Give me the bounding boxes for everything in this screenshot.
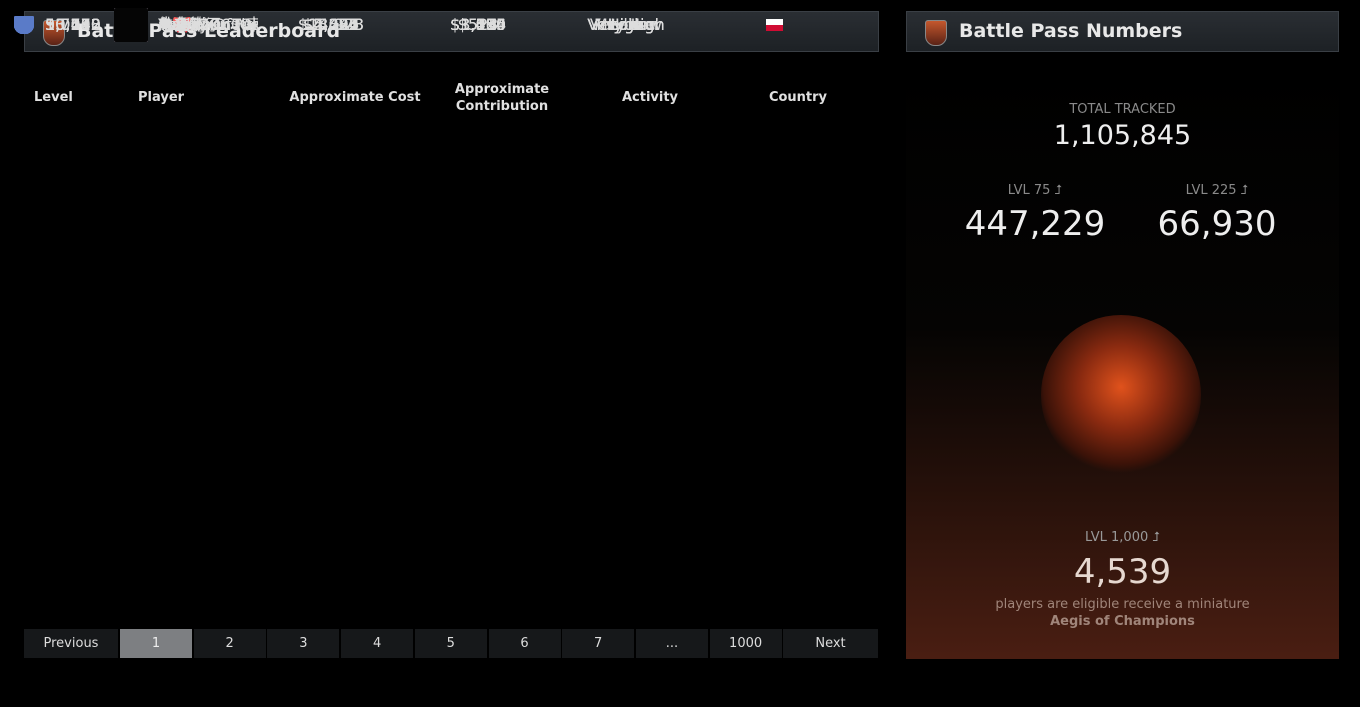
page-button[interactable]: 1	[120, 629, 192, 658]
label: LVL 1,000 ⮥	[1084, 530, 1161, 545]
column-header: Level	[34, 90, 73, 105]
level: 5,027	[45, 15, 91, 34]
page-button[interactable]: 4	[341, 629, 414, 658]
column-header: Approximate Cost	[289, 90, 421, 105]
activity: High	[607, 15, 645, 34]
player-name: 斗鱼74960 来这	[158, 15, 258, 34]
numbers-panel	[906, 60, 1339, 659]
contribution: $1,084	[450, 15, 506, 34]
label-text: LVL 75	[1007, 183, 1051, 198]
level: 33,572	[45, 15, 101, 34]
activity: High	[607, 15, 645, 34]
numbers-header: Battle Pass Numbers	[906, 11, 1339, 52]
cost: $4,337	[303, 15, 359, 34]
note: players are eligible receive a miniature	[995, 597, 1250, 612]
country-flag	[766, 19, 783, 31]
page-button[interactable]: Next	[783, 629, 878, 658]
numbers-title: Battle Pass Numbers	[959, 20, 1183, 42]
player-name: Pengin	[158, 15, 212, 34]
activity: Low	[610, 15, 642, 34]
page-button[interactable]: 1000	[709, 629, 782, 658]
activity: Intense	[596, 15, 656, 34]
contribution: $524	[457, 15, 499, 34]
contribution: $1,356	[450, 15, 506, 34]
value: 4,539	[1073, 552, 1172, 592]
avatar	[114, 8, 148, 42]
activity: Very High	[587, 15, 665, 34]
player-name: PoWer Of Mon	[158, 15, 258, 34]
page-button[interactable]: 6	[488, 629, 561, 658]
value: 447,229	[964, 204, 1106, 244]
cost: $14,023	[297, 15, 365, 34]
aegis-image	[1041, 315, 1201, 475]
activity: Medium	[594, 15, 658, 34]
page-button[interactable]: 3	[267, 629, 340, 658]
page-button[interactable]: 5	[414, 629, 487, 658]
contribution: $1,056	[450, 15, 506, 34]
cost: $4,421	[303, 15, 359, 34]
cost: $4,224	[303, 15, 359, 34]
note-bold: Aegis of Champions	[1050, 614, 1195, 629]
level: 10,140	[45, 15, 101, 34]
level: 9,700	[45, 15, 91, 34]
contribution: $1,119	[450, 15, 506, 34]
activity: Very High	[587, 15, 665, 34]
value: 1,105,845	[1053, 120, 1192, 151]
player-name: 牛男	[158, 15, 191, 34]
value: 66,930	[1157, 204, 1277, 244]
label-text: LVL 1,000	[1084, 530, 1149, 545]
cost: $13,978	[297, 15, 365, 34]
player-name: 心态崩了	[158, 15, 223, 34]
activity: High	[607, 15, 645, 34]
icon	[925, 20, 947, 46]
player-name: Xue懿	[158, 15, 205, 34]
cost: $5,422	[303, 15, 359, 34]
level: 10,412	[45, 15, 101, 34]
cost: $4,041	[303, 15, 359, 34]
page-button[interactable]: ...	[635, 629, 708, 658]
level: 10,742	[45, 15, 101, 34]
activity: Very Low	[589, 15, 663, 34]
page-button[interactable]: 2	[193, 629, 266, 658]
column-header: Player	[138, 90, 185, 105]
player-name: Yuuki	[158, 15, 200, 34]
contribution: $1,010	[450, 15, 506, 34]
icon	[43, 20, 65, 46]
page-button[interactable]: 7	[562, 629, 635, 658]
activity: Very High	[587, 15, 665, 34]
label: LVL 225 ⮥	[1185, 183, 1249, 198]
cost: $2,096	[303, 15, 359, 34]
cost: $2,093	[303, 15, 359, 34]
level: 33,680	[45, 15, 101, 34]
column-header: Approximate Contribution	[454, 82, 550, 114]
player-name: ♥🎀Юки Юki 月	[158, 15, 258, 34]
level: 13,018	[45, 15, 101, 34]
column-header: Activity	[621, 90, 679, 105]
level-icon	[14, 16, 34, 34]
column-header: Country	[768, 90, 828, 105]
player-name: กุ้งเผาอันตราย	[158, 15, 258, 34]
page-button[interactable]: Previous	[24, 629, 118, 658]
contribution: $3,494	[450, 15, 506, 34]
label-text: LVL 225	[1185, 183, 1237, 198]
level: 5,021	[45, 15, 91, 34]
label: LVL 75 ⮥	[1007, 183, 1063, 198]
contribution: $1,105	[450, 15, 506, 34]
player-name: MackyOnTheM	[158, 15, 258, 34]
cost: $4,475	[303, 15, 359, 34]
label: TOTAL TRACKED	[1069, 102, 1176, 117]
contribution: $523	[457, 15, 499, 34]
level: 10,612	[45, 15, 101, 34]
contribution: $3,506	[450, 15, 506, 34]
